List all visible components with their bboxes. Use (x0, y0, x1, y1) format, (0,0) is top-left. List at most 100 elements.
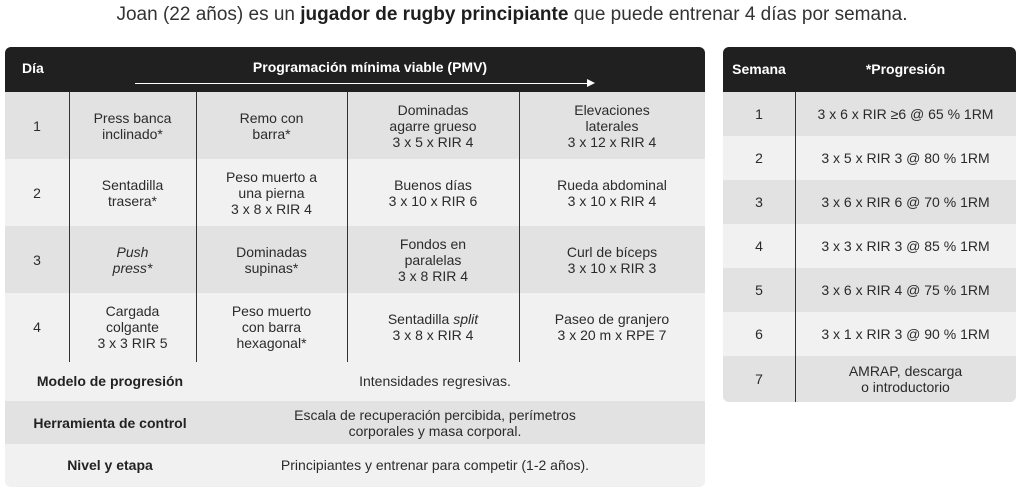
info-value-line: Intensidades regresivas. (359, 372, 511, 389)
table-row: 7 AMRAP, descarga o introductorio (723, 356, 1016, 402)
exercise-cell: Remo con barra* (196, 92, 347, 159)
exercise-line: hexagonal* (236, 334, 307, 351)
headline-bold: jugador de rugby principiante (300, 4, 569, 25)
progression-value: 3 x 6 x RIR ≥6 @ 65 % 1RM (795, 92, 1016, 136)
week-number: 4 (755, 238, 763, 254)
exercise-line: 3 x 10 x RIR 6 (388, 192, 478, 209)
column-divider (519, 92, 520, 362)
exercise-cell: Sentadilla split 3 x 8 x RIR 4 (347, 293, 519, 360)
progression-line: 3 x 3 x RIR 3 @ 85 % 1RM (821, 238, 990, 254)
day-number: 4 (33, 318, 41, 335)
progression-value: 3 x 5 x RIR 3 @ 80 % 1RM (795, 136, 1016, 180)
arrow-right-icon (587, 79, 595, 87)
table-row: 4 Cargada colgante 3 x 3 RIR 5 Peso muerto co… (5, 293, 705, 360)
info-label: Herramienta de control (33, 414, 187, 431)
info-value: Escala de recuperación percibida, períme… (215, 401, 655, 444)
exercise-line: trasera* (107, 192, 158, 209)
week-number: 7 (755, 371, 763, 387)
exercise-line: 3 x 3 RIR 5 (97, 334, 168, 351)
column-divider (795, 92, 796, 402)
progression-value: 3 x 6 x RIR 6 @ 70 % 1RM (795, 180, 1016, 224)
info-row: Nivel y etapa Principiantes y entrenar pa… (5, 444, 705, 486)
table-row: 2 3 x 5 x RIR 3 @ 80 % 1RM (723, 136, 1016, 180)
exercise-cell: Cargada colgante 3 x 3 RIR 5 (69, 293, 196, 360)
headline: Joan (22 años) es un jugador de rugby pr… (0, 4, 1024, 26)
column-divider (69, 92, 70, 362)
exercise-cell: Press banca inclinado* (69, 92, 196, 159)
exercise-cell: Elevaciones laterales 3 x 12 x RIR 4 (519, 92, 705, 159)
info-value-line: Escala de recuperación percibida, períme… (294, 406, 576, 423)
exercise-line: Elevaciones (574, 101, 650, 118)
exercise-cell: Peso muerto a una pierna 3 x 8 x RIR 4 (196, 159, 347, 226)
header-progression: *Progresión (865, 61, 946, 77)
exercise-line: Curl de bíceps (566, 243, 658, 260)
exercise-cell: Push press* (69, 226, 196, 293)
progression-table-header: Semana *Progresión (723, 47, 1016, 92)
header-week: Semana (732, 61, 786, 77)
info-label: Nivel y etapa (67, 457, 153, 473)
column-divider (196, 92, 197, 362)
week-number: 5 (755, 282, 763, 298)
header-day: Día (22, 60, 44, 76)
headline-suffix: que puede entrenar 4 días por semana. (568, 4, 908, 25)
italic-term: split (453, 310, 479, 327)
exercise-line: con barra (241, 318, 302, 335)
day-number: 3 (33, 251, 41, 268)
exercise-line: 3 x 10 x RIR 4 (567, 192, 657, 209)
exercise-line: 3 x 20 m x RPE 7 (557, 326, 667, 343)
exercise-line: 3 x 8 RIR 4 (397, 267, 469, 284)
progression-table: Semana *Progresión 1 3 x 6 x RIR ≥6 @ 65 … (723, 47, 1016, 402)
week-number: 6 (755, 326, 763, 342)
exercise-line: colgante (106, 318, 159, 335)
info-value: Principiantes y entrenar para competir (… (215, 444, 655, 486)
exercise-cell: Dominadas agarre grueso 3 x 5 x RIR 4 (347, 92, 519, 159)
table-row: 3 3 x 6 x RIR 6 @ 70 % 1RM (723, 180, 1016, 224)
day-number: 2 (33, 184, 41, 201)
progression-line: o introductorio (861, 379, 950, 395)
column-divider (347, 92, 348, 362)
exercise-line: Rueda abdominal (557, 176, 667, 193)
table-row: 1 Press banca inclinado* Remo con barra* Domi… (5, 92, 705, 159)
progression-line: 3 x 6 x RIR ≥6 @ 65 % 1RM (817, 106, 994, 122)
exercise-line: Peso muerto (231, 302, 312, 319)
exercise-cell: Paseo de granjero 3 x 20 m x RPE 7 (519, 293, 705, 360)
exercise-line: 3 x 12 x RIR 4 (567, 133, 657, 150)
table-row: 2 Sentadilla trasera* Peso muerto a una pier… (5, 159, 705, 226)
exercise-line: agarre grueso (389, 117, 477, 134)
exercise-line: Fondos en (399, 235, 467, 252)
exercise-line: Buenos días (394, 176, 472, 193)
exercise-cell: Rueda abdominal 3 x 10 x RIR 4 (519, 159, 705, 226)
table-row: 5 3 x 6 x RIR 4 @ 75 % 1RM (723, 268, 1016, 312)
exercise-line: Dominadas (236, 243, 307, 260)
pmv-table: Día Programación mínima viable (PMV) 1 Pr… (5, 47, 705, 487)
table-row: 1 3 x 6 x RIR ≥6 @ 65 % 1RM (723, 92, 1016, 136)
day-number: 1 (33, 117, 41, 134)
exercise-line: barra* (252, 125, 291, 142)
header-arrow-line (135, 83, 590, 84)
exercise-line: paralelas (404, 251, 462, 268)
exercise-line: press* (112, 259, 153, 276)
table-row: 6 3 x 1 x RIR 3 @ 90 % 1RM (723, 312, 1016, 356)
week-number: 3 (755, 194, 763, 210)
week-number: 2 (755, 150, 763, 166)
exercise-line: una pierna (238, 184, 305, 201)
headline-prefix: Joan (22 años) es un (116, 4, 301, 25)
info-label: Modelo de progresión (36, 372, 184, 389)
header-pmv: Programación mínima viable (PMV) (252, 59, 488, 75)
exercise-line: 3 x 10 x RIR 3 (567, 259, 657, 276)
exercise-line: Sentadilla split (387, 310, 479, 327)
exercise-cell: Fondos en paralelas 3 x 8 RIR 4 (347, 226, 519, 293)
exercise-line: laterales (585, 117, 639, 134)
exercise-cell: Buenos días 3 x 10 x RIR 6 (347, 159, 519, 226)
exercise-line: Sentadilla (101, 176, 164, 193)
info-row: Modelo de progresión Intensidades regresi… (5, 360, 705, 401)
table-row: 3 Push press* Dominadas supinas* Fondos en par… (5, 226, 705, 293)
info-value-line: Principiantes y entrenar para competir (… (280, 457, 590, 473)
progression-line: 3 x 1 x RIR 3 @ 90 % 1RM (821, 326, 990, 342)
progression-value: 3 x 6 x RIR 4 @ 75 % 1RM (795, 268, 1016, 312)
info-value-line: corporales y masa corporal. (348, 422, 522, 439)
exercise-line: Remo con (239, 109, 304, 126)
table-row: 4 3 x 3 x RIR 3 @ 85 % 1RM (723, 224, 1016, 268)
exercise-cell: Curl de bíceps 3 x 10 x RIR 3 (519, 226, 705, 293)
exercise-cell: Peso muerto con barra hexagonal* (196, 293, 347, 360)
